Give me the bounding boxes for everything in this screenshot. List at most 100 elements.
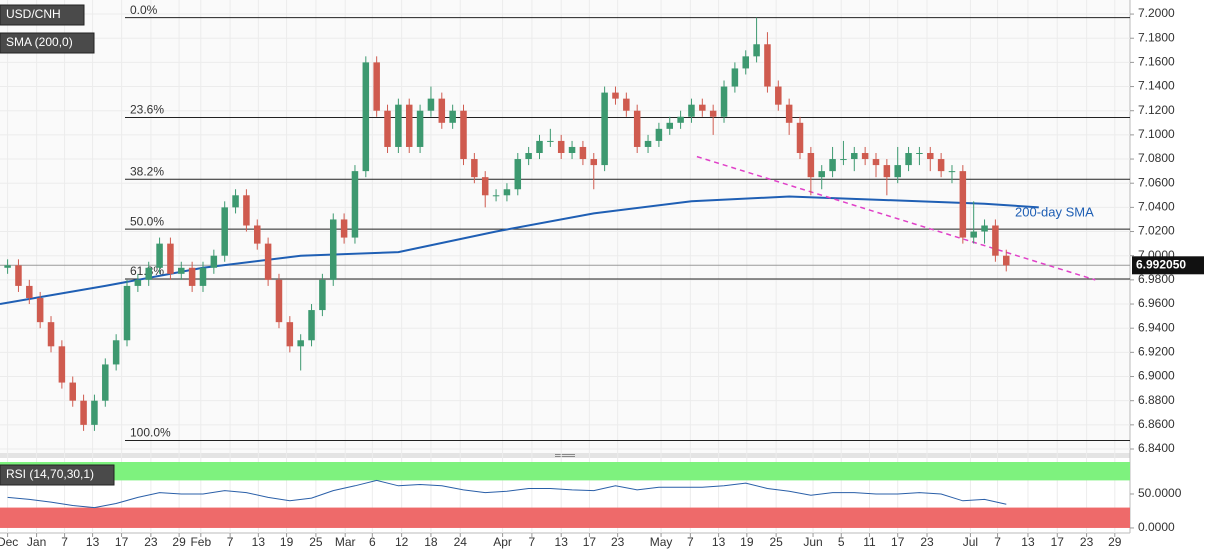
candle-body <box>557 140 565 154</box>
candle-body <box>894 165 901 178</box>
candle-body <box>829 159 836 172</box>
x-tick-label: 23 <box>1080 535 1094 549</box>
candle-body <box>536 140 543 154</box>
y-tick-label: 7.2000 <box>1138 6 1175 20</box>
candle-body <box>449 110 456 123</box>
candle-body <box>329 219 337 280</box>
y-tick-label: 6.9400 <box>1138 320 1175 334</box>
x-tick-label: 5 <box>838 535 845 549</box>
x-tick-label: 23 <box>144 535 158 549</box>
candle-body <box>970 231 977 238</box>
candle-body <box>709 110 717 117</box>
candle-body <box>427 98 435 111</box>
candle-body <box>362 62 370 172</box>
x-tick-label: 23 <box>920 535 934 549</box>
candle-body <box>525 153 532 160</box>
symbol-label-box <box>0 4 85 26</box>
candle-body <box>775 86 782 105</box>
candle-body <box>308 310 315 341</box>
candle-body <box>861 153 869 160</box>
candle-body <box>47 322 55 347</box>
x-tick-label: 25 <box>769 535 783 549</box>
x-tick-label: 13 <box>555 535 569 549</box>
x-tick-label: 7 <box>687 535 694 549</box>
candle-body <box>405 104 413 147</box>
candle-body <box>927 153 934 160</box>
candle-body <box>481 177 489 196</box>
y-tick-label: 6.9800 <box>1138 272 1175 286</box>
symbol-label: USD/CNH <box>6 7 61 21</box>
sma-legend: SMA (200,0) <box>6 35 73 49</box>
candle-body <box>416 110 424 147</box>
sma-line <box>0 195 1039 305</box>
candle-body <box>720 86 728 117</box>
rsi-y-tick-label: 0.0000 <box>1138 520 1175 534</box>
x-tick-label: 17 <box>1051 535 1065 549</box>
y-tick-label: 6.8600 <box>1138 417 1175 431</box>
x-tick-label: 23 <box>611 535 625 549</box>
y-tick-label: 7.0200 <box>1138 224 1175 238</box>
candle-body <box>460 110 467 160</box>
x-tick-label: May <box>650 535 673 549</box>
candle-body <box>514 159 522 190</box>
y-tick-label: 7.1800 <box>1138 30 1175 44</box>
x-tick-label: Jul <box>963 535 978 549</box>
candle-body <box>351 171 359 238</box>
candle-body <box>4 265 11 268</box>
candle-body <box>840 159 847 161</box>
candle-body <box>275 279 283 323</box>
candle-body <box>286 322 294 347</box>
candle-body <box>677 116 684 123</box>
candle-body <box>568 146 576 154</box>
candle-body <box>916 153 923 155</box>
candle-body <box>872 159 880 166</box>
x-tick-label: 11 <box>863 535 876 549</box>
candle-body <box>297 340 304 347</box>
x-tick-label: 29 <box>172 535 186 549</box>
candle-body <box>753 44 760 57</box>
candle-body <box>503 189 511 196</box>
candle-body <box>26 285 33 298</box>
rsi-legend: RSI (14,70,30,1) <box>6 467 94 481</box>
candle-body <box>785 104 793 123</box>
candle-body <box>91 400 98 425</box>
fib-label: 38.2% <box>130 164 164 178</box>
candle-body <box>1002 255 1010 266</box>
candle-body <box>178 267 185 274</box>
x-tick-label: Feb <box>190 535 211 549</box>
x-tick-label: 18 <box>424 535 438 549</box>
y-tick-label: 7.1600 <box>1138 55 1175 69</box>
x-tick-label: 13 <box>252 535 266 549</box>
candle-body <box>742 56 749 69</box>
x-tick-label: 17 <box>891 535 905 549</box>
candle-body <box>254 225 261 244</box>
candle-body <box>807 153 815 178</box>
candle-body <box>384 110 391 147</box>
x-tick-label: Jan <box>27 535 46 549</box>
annotation: 200-day SMA <box>1015 204 1094 219</box>
candle-body <box>145 267 152 280</box>
candle-body <box>623 98 630 111</box>
y-tick-label: 7.1400 <box>1138 79 1175 93</box>
rsi-y-tick-label: 50.0000 <box>1138 486 1182 500</box>
candle-body <box>796 122 804 154</box>
fib-label: 100.0% <box>130 426 171 440</box>
candle-body <box>167 243 174 274</box>
x-tick-label: 13 <box>1021 535 1035 549</box>
candle-body <box>69 382 76 401</box>
candle-body <box>905 153 912 166</box>
candle-body <box>959 171 967 238</box>
y-tick-label: 6.9600 <box>1138 296 1175 310</box>
candle-body <box>319 279 326 311</box>
x-tick-label: 25 <box>309 535 323 549</box>
candle-body <box>492 195 500 197</box>
candle-body <box>395 104 402 147</box>
candle-body <box>731 68 739 87</box>
candle-body <box>134 279 142 286</box>
rsi-legend-box <box>0 464 115 486</box>
x-tick-label: 12 <box>395 535 409 549</box>
candle-body <box>188 267 196 286</box>
y-tick-label: 7.1200 <box>1138 103 1175 117</box>
rsi-lower-zone <box>0 507 1130 528</box>
candle-body <box>112 340 120 365</box>
